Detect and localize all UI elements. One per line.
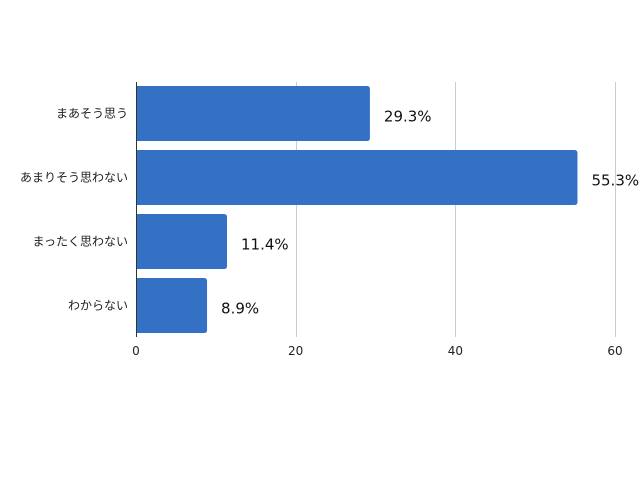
bar-2 [136,150,578,205]
x-tick-label: 0 [132,344,140,358]
bars [136,86,578,333]
x-tick-labels: 0 20 40 60 [132,344,622,358]
bar-4 [136,278,208,333]
data-label: 8.9% [221,300,259,318]
category-label: あまりそう思わない [20,171,128,185]
data-label: 29.3% [384,108,432,126]
x-tick-label: 60 [607,344,622,358]
bar-3 [136,214,228,269]
category-label: わからない [68,299,128,313]
data-label: 55.3% [591,172,639,190]
category-label: まあそう思う [56,107,128,121]
bar-1 [136,86,370,141]
x-tick-label: 40 [448,344,463,358]
data-labels: 29.3% 55.3% 11.4% 8.9% [221,108,639,318]
x-tick-label: 20 [288,344,303,358]
data-label: 11.4% [241,236,289,254]
category-label: まったく思わない [32,235,128,249]
